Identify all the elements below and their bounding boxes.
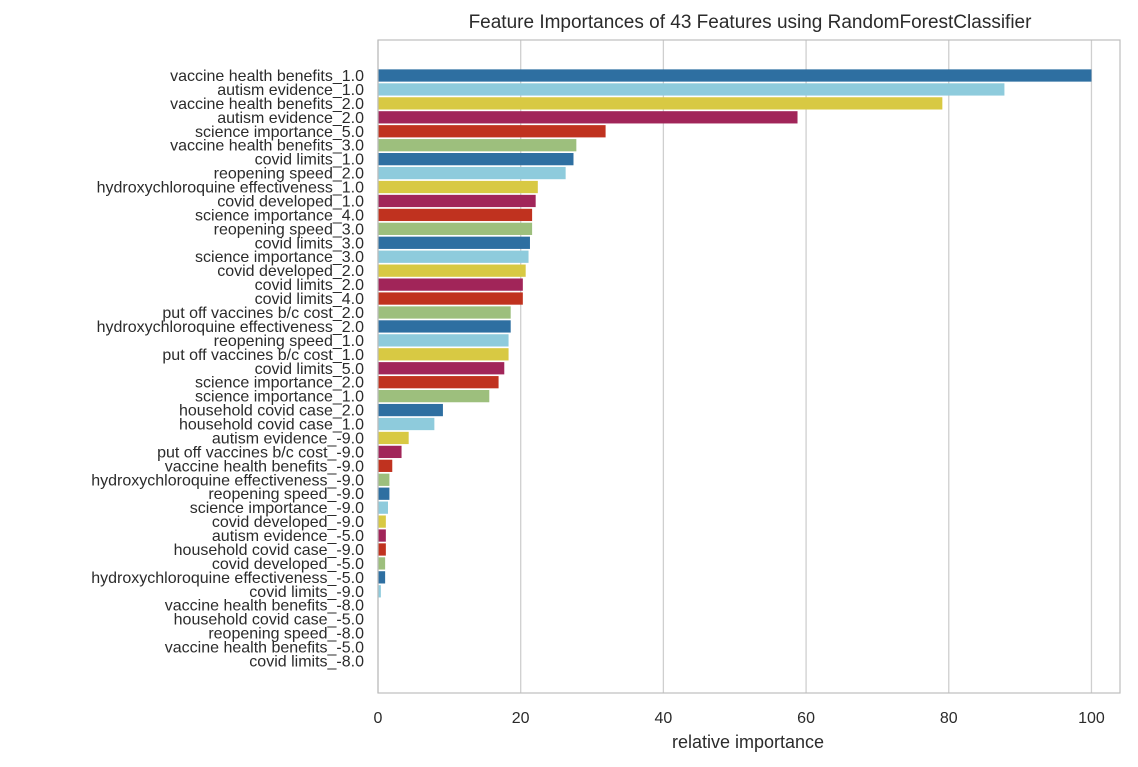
y-tick-label: autism evidence_-9.0 [212,430,364,447]
y-tick-label: covid limits_5.0 [255,361,364,378]
bar [378,362,505,375]
bar [378,445,402,459]
bar [378,222,533,235]
bar [378,208,533,222]
bar [378,348,509,361]
x-tick-label: 40 [654,710,672,727]
y-tick-label: science importance_1.0 [195,389,364,406]
bar [378,292,523,305]
y-tick-label: covid limits_3.0 [255,235,364,252]
y-tick-label: vaccine health benefits_1.0 [170,68,364,85]
chart-title: Feature Importances of 43 Features using… [469,12,1033,33]
x-tick-label: 60 [797,710,815,727]
y-tick-label: vaccine health benefits_3.0 [170,138,364,155]
y-tick-label: covid limits_-8.0 [249,654,364,671]
y-tick-label: reopening speed_-8.0 [208,626,364,643]
bar [378,278,523,291]
y-tick-label: vaccine health benefits_-8.0 [165,598,364,615]
bar [378,306,511,319]
bar [378,529,386,542]
y-tick-label: household covid case_-9.0 [174,542,364,559]
bar [378,83,1005,96]
bar [378,403,443,417]
y-tick-label: hydroxychloroquine effectiveness_1.0 [97,180,365,197]
plot-frame [377,39,1121,694]
y-tick-label: reopening speed_3.0 [214,221,364,238]
bar [378,180,538,194]
x-axis-label: relative importance [672,732,824,752]
x-tick-label: 100 [1078,710,1105,727]
y-tick-label: hydroxychloroquine effectiveness_-9.0 [91,472,364,489]
y-tick-label: covid developed_1.0 [217,193,364,210]
y-tick-label: science importance_3.0 [195,249,364,266]
y-tick-label: vaccine health benefits_2.0 [170,96,364,113]
bar [378,389,490,403]
bar [378,515,386,528]
bar [378,166,566,180]
bar [378,473,390,486]
y-tick-label: science importance_5.0 [195,124,364,141]
bar [378,376,499,389]
bar [378,250,529,263]
y-tick-label: reopening speed_2.0 [214,166,364,183]
bar [378,557,386,570]
y-tick-label: household covid case_1.0 [179,417,364,434]
y-tick-label: covid limits_2.0 [255,277,364,294]
x-tick-label: 20 [512,710,530,727]
y-tick-label: covid limits_1.0 [255,152,364,169]
bar [378,236,530,249]
bar [378,194,536,208]
bar [378,431,409,445]
bar [378,459,393,472]
y-tick-label: autism evidence_2.0 [217,110,364,127]
y-tick-label: reopening speed_1.0 [214,333,364,350]
bar [378,543,386,556]
y-tick-label: science importance_4.0 [195,207,364,224]
y-tick-label: covid developed_-5.0 [212,556,364,573]
y-tick-label: household covid case_2.0 [179,403,364,420]
y-tick-label: reopening speed_-9.0 [208,486,364,503]
y-tick-label: hydroxychloroquine effectiveness_2.0 [97,319,365,336]
bars [378,69,1092,598]
bar [378,501,388,514]
bar [378,264,526,277]
bar [378,571,386,584]
y-tick-label: hydroxychloroquine effectiveness_-5.0 [91,570,364,587]
y-tick-label: put off vaccines b/c cost_1.0 [162,347,364,364]
y-tick-label: vaccine health benefits_-9.0 [165,458,364,475]
y-tick-label: put off vaccines b/c cost_-9.0 [157,444,364,461]
bar [378,139,577,152]
bar [378,153,574,166]
y-tick-label: put off vaccines b/c cost_2.0 [162,305,364,322]
y-tick-label: covid limits_-9.0 [249,584,364,601]
bar [378,320,511,333]
y-tick-label: vaccine health benefits_-5.0 [165,640,364,657]
axes-frame [377,39,1121,694]
y-tick-label: covid developed_-9.0 [212,514,364,531]
y-tick-label: science importance_-9.0 [190,500,364,517]
y-tick-label: autism evidence_-5.0 [212,528,364,545]
x-tick-labels: 0 20 40 60 80 100 [374,710,1105,727]
bar [378,334,509,347]
bar [378,125,606,138]
bar [378,585,381,598]
y-tick-label: science importance_2.0 [195,375,364,392]
bar [378,97,943,110]
y-tick-label: covid developed_2.0 [217,263,364,280]
y-tick-label: autism evidence_1.0 [217,82,364,99]
bar [378,69,1092,82]
bar [378,417,435,431]
x-tick-label: 80 [940,710,958,727]
y-tick-label: covid limits_4.0 [255,291,364,308]
bar [378,487,390,500]
y-tick-label: household covid case_-5.0 [174,612,364,629]
bar [378,111,798,124]
x-tick-label: 0 [374,710,383,727]
